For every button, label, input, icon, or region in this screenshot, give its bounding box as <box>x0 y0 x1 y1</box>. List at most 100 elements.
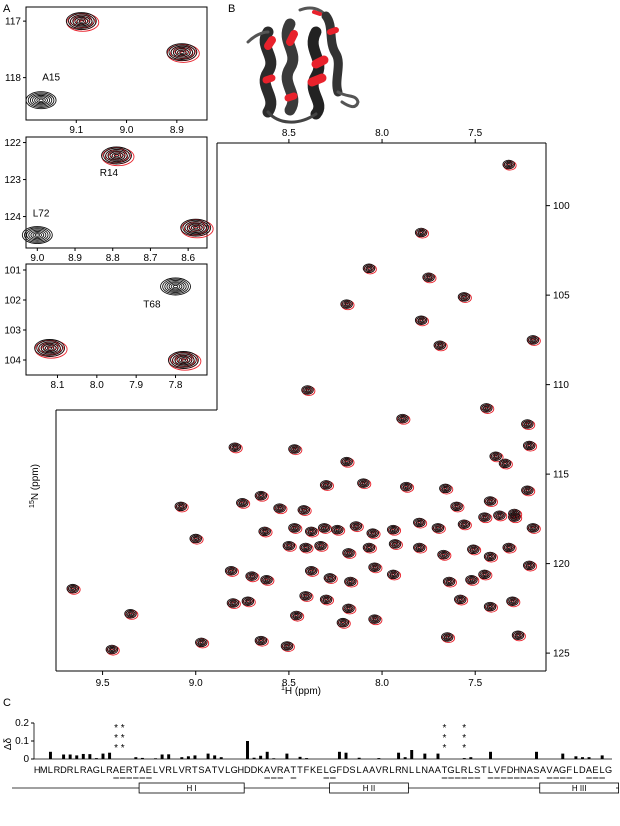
bar-y-axis-label: Δδ <box>3 737 14 750</box>
peak-ref <box>506 596 519 606</box>
sequence-residue: A <box>527 765 534 775</box>
peak-ref <box>344 576 357 587</box>
inset-frame <box>25 263 208 376</box>
peak-ref <box>66 583 80 594</box>
sequence-residue: T <box>442 765 448 775</box>
bar <box>285 753 289 759</box>
sequence-residue: E <box>120 765 126 775</box>
peak-ref <box>441 632 454 642</box>
sequence-residue: A <box>205 765 212 775</box>
inset-y-tick-label: 123 <box>4 175 21 186</box>
bar <box>206 753 210 759</box>
sequence-residue: N <box>421 765 428 775</box>
sequence-residue: S <box>349 765 355 775</box>
bar <box>246 741 249 759</box>
peak-ref <box>366 528 379 538</box>
peak-ref <box>522 440 536 451</box>
peak-ref <box>483 551 497 562</box>
inset-y-tick-label: 104 <box>4 356 21 367</box>
unassigned-star: * <box>462 723 466 734</box>
secondary-structure: H I H II H III <box>12 782 619 794</box>
peak-ref <box>319 594 333 605</box>
bar <box>259 755 263 759</box>
sequence-residue: L <box>488 765 493 775</box>
inset-residue-label: A15 <box>42 72 60 83</box>
peak-ref <box>323 573 337 583</box>
sequence-residue: G <box>329 765 336 775</box>
peak-ref <box>290 610 303 621</box>
peaks <box>66 159 541 656</box>
inset-spectra: 9.1 9.0 8.9 117 118 A15 9.0 8.9 8.8 8.7 8.6 122 123 1… <box>4 6 214 391</box>
peak-ref <box>457 292 471 302</box>
sequence-residue: G <box>231 765 238 775</box>
helix-label: H III <box>572 784 587 793</box>
sequence-residue: D <box>251 765 258 775</box>
sequence-residue: A <box>87 765 94 775</box>
sequence-residue: R <box>126 765 133 775</box>
sequence-residue: L <box>389 765 394 775</box>
sequence-residue: F <box>304 765 310 775</box>
protein-structure-image <box>246 6 360 124</box>
peak-ref <box>260 574 273 585</box>
inset-x-tick-label: 8.1 <box>51 380 65 391</box>
inset-peak-ref <box>167 351 199 369</box>
panel-label-a: A <box>3 3 11 15</box>
peak-ref <box>273 503 286 513</box>
helix-label: H I <box>187 784 197 793</box>
y-tick-label: 110 <box>553 380 569 391</box>
inset-peak-ref <box>25 91 57 110</box>
sequence-residue: T <box>133 765 139 775</box>
inset-x-tick-label: 8.8 <box>106 253 120 264</box>
sequence-residue: L <box>455 765 460 775</box>
peak-ref <box>314 540 327 551</box>
sequence-residue: A <box>428 765 435 775</box>
sequence-residue: D <box>343 765 350 775</box>
sequence-residue: R <box>165 765 172 775</box>
bar <box>167 754 171 759</box>
sequence-residue: L <box>74 765 79 775</box>
inset-3: 8.1 8.0 7.9 7.8 101 102 103 104 T68 <box>4 263 208 391</box>
peak-ref <box>362 542 376 553</box>
bar <box>574 756 578 759</box>
bar <box>154 758 158 759</box>
peak-ref <box>511 630 525 640</box>
unassigned-star: * <box>114 743 118 754</box>
peak-ref <box>498 458 512 469</box>
sequence-residue: R <box>67 765 74 775</box>
inset-x-tick-label: 7.9 <box>129 380 143 391</box>
sequence-residue: N <box>520 765 527 775</box>
sequence-residue: F <box>501 765 507 775</box>
peak-ref <box>465 574 478 585</box>
inset-residue-label: L72 <box>33 209 50 220</box>
sequence-residue: F <box>566 765 572 775</box>
bar <box>272 758 276 759</box>
peak-ref <box>318 523 331 533</box>
sequence-residue: R <box>461 765 468 775</box>
peak-ref <box>493 510 506 521</box>
sequence-residue: T <box>297 765 303 775</box>
peak-ref <box>467 544 480 555</box>
peak-ref <box>254 635 268 646</box>
unassigned-star: * <box>114 723 118 734</box>
sequence-residue: E <box>146 765 152 775</box>
sequence-residue: L <box>48 765 53 775</box>
peak-ref <box>288 444 301 454</box>
bar <box>305 758 309 759</box>
peak-ref <box>297 505 311 515</box>
inset-y-tick-label: 118 <box>5 73 21 84</box>
x-tick-label: 7.5 <box>468 678 482 689</box>
bar <box>265 751 269 759</box>
panel-label-b: B <box>228 3 235 15</box>
unassigned-star: * <box>443 723 447 734</box>
sequence-residue: V <box>218 765 225 775</box>
peak-ref <box>280 641 294 651</box>
bar <box>298 756 302 759</box>
sequence-residue: A <box>586 765 593 775</box>
bar <box>68 754 72 759</box>
sequence-residue: A <box>113 765 120 775</box>
peak-ref <box>288 523 301 533</box>
bar <box>581 757 584 759</box>
panel-label-c: C <box>3 697 11 709</box>
bar <box>377 758 381 759</box>
peak-ref <box>226 598 240 608</box>
